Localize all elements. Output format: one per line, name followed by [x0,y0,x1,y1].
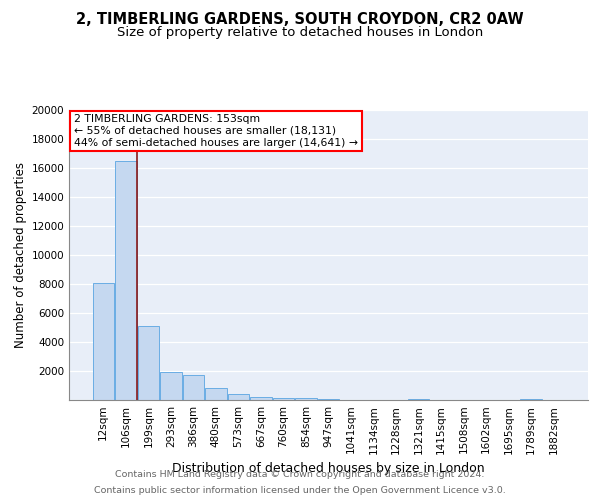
Bar [137,326,159,400]
Bar [408,399,429,400]
Bar [160,372,182,400]
Text: 2 TIMBERLING GARDENS: 153sqm
← 55% of detached houses are smaller (18,131)
44% o: 2 TIMBERLING GARDENS: 153sqm ← 55% of de… [74,114,358,148]
Bar [205,388,227,400]
Bar [295,398,317,400]
Y-axis label: Number of detached properties: Number of detached properties [14,162,27,348]
Bar [273,398,294,400]
Bar [318,399,339,400]
Text: Size of property relative to detached houses in London: Size of property relative to detached ho… [117,26,483,39]
Text: 2, TIMBERLING GARDENS, SOUTH CROYDON, CR2 0AW: 2, TIMBERLING GARDENS, SOUTH CROYDON, CR… [76,12,524,28]
Bar [115,161,137,400]
X-axis label: Distribution of detached houses by size in London: Distribution of detached houses by size … [172,462,485,475]
Bar [182,374,204,400]
Text: Contains HM Land Registry data © Crown copyright and database right 2024.: Contains HM Land Registry data © Crown c… [115,470,485,479]
Bar [92,282,114,400]
Bar [520,399,542,400]
Text: Contains public sector information licensed under the Open Government Licence v3: Contains public sector information licen… [94,486,506,495]
Bar [228,394,249,400]
Bar [250,397,272,400]
